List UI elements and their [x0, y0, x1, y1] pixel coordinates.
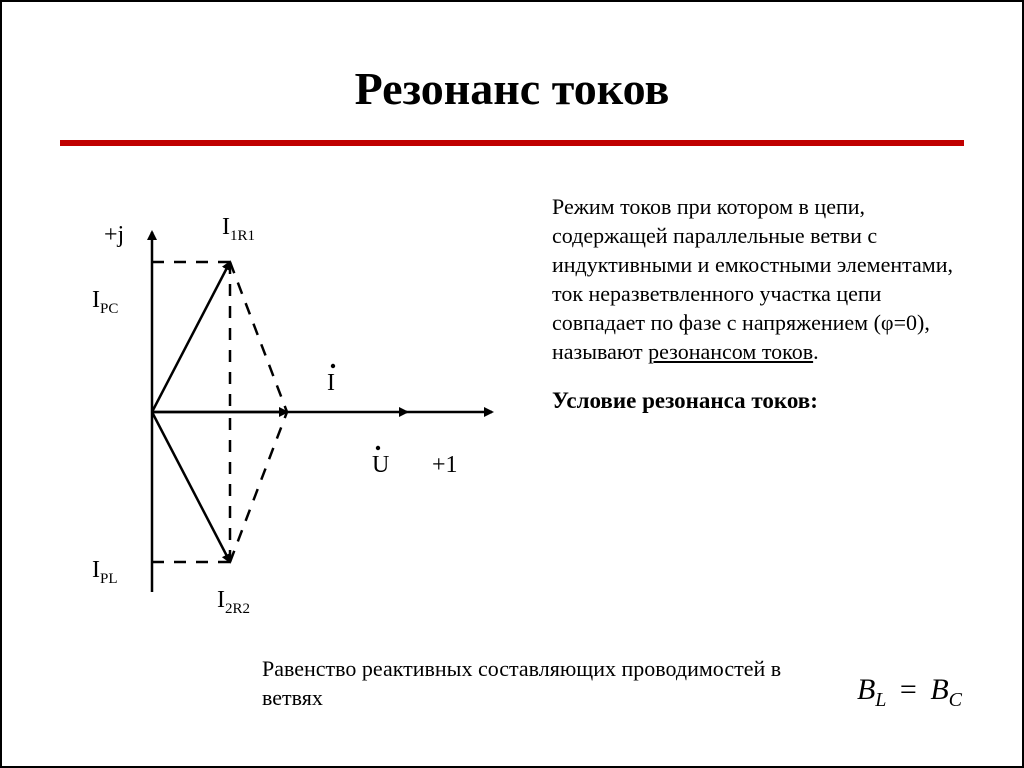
- condition-title: Условие резонанса токов:: [552, 388, 962, 414]
- description-post: .: [813, 339, 819, 364]
- svg-text:U: U: [372, 452, 389, 478]
- content-area: +j I1R1 IPC I U +1 IPL I2R2 Режим токов при кот…: [62, 192, 962, 706]
- title-text: Резонанс токов: [355, 63, 670, 114]
- phasor-diagram: +j I1R1 IPC I U +1 IPL I2R2: [62, 192, 502, 632]
- formula-lhs-sub: L: [875, 689, 886, 711]
- svg-text:+1: +1: [432, 452, 458, 478]
- description-underlined: резонансом токов: [648, 339, 813, 364]
- svg-text:+j: +j: [104, 222, 124, 248]
- text-column: Режим токов при котором в цепи, содержащ…: [552, 192, 962, 414]
- page-title: Резонанс токов: [2, 62, 1022, 115]
- formula-lhs-base: B: [857, 673, 875, 706]
- resonance-formula: BL = BC: [845, 673, 962, 712]
- svg-text:IPL: IPL: [92, 557, 118, 587]
- condition-text: Равенство реактивных составляющих провод…: [262, 654, 845, 712]
- phasor-svg: +j I1R1 IPC I U +1 IPL I2R2: [62, 192, 502, 632]
- svg-text:I1R1: I1R1: [222, 214, 255, 244]
- description: Режим токов при котором в цепи, содержащ…: [552, 192, 962, 366]
- formula-rhs-sub: C: [949, 689, 962, 711]
- svg-text:I2R2: I2R2: [217, 587, 250, 617]
- title-underline: [60, 140, 964, 146]
- svg-text:I: I: [327, 370, 335, 396]
- condition-row: Равенство реактивных составляющих провод…: [262, 654, 962, 712]
- svg-text:IPC: IPC: [92, 287, 118, 317]
- formula-eq: =: [894, 673, 923, 706]
- formula-rhs-base: B: [930, 673, 948, 706]
